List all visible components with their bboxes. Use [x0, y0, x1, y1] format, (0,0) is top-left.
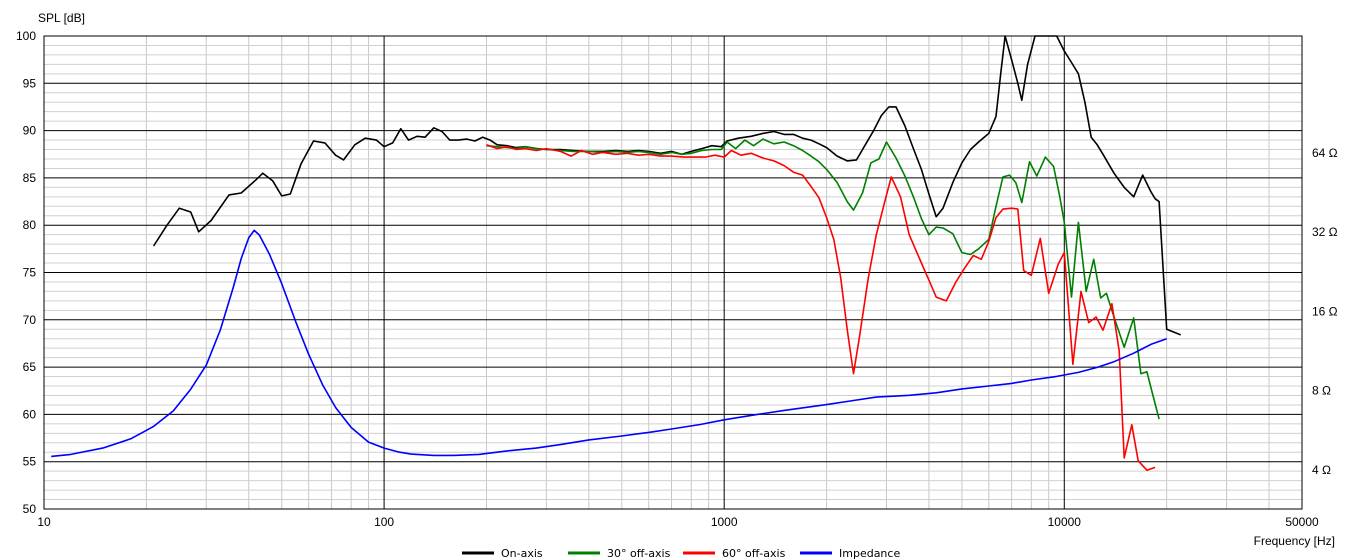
y-tick-label: 95 — [23, 76, 37, 90]
x-tick-label: 100 — [374, 515, 394, 529]
ticks-layer: 50 55 60 65 70 75 80 85 90 95 100 10 100 1000 10000 500… — [16, 29, 1338, 529]
y-tick-label: 55 — [23, 455, 37, 469]
impedance-tick-label: 64 Ω — [1312, 146, 1338, 160]
impedance-tick-label: 4 Ω — [1312, 463, 1331, 477]
x-axis-label: Frequency [Hz] — [1254, 534, 1335, 548]
series-line-1 — [486, 138, 1160, 420]
y-axis-label: SPL [dB] — [38, 11, 85, 25]
y-tick-label: 85 — [23, 171, 37, 185]
legend-label: Impedance — [839, 547, 900, 560]
impedance-tick-label: 16 Ω — [1312, 304, 1338, 318]
y-tick-label: 80 — [23, 218, 37, 232]
x-tick-label: 10000 — [1048, 515, 1082, 529]
series-line-2 — [486, 144, 1156, 472]
x-tick-label: 50000 — [1285, 515, 1319, 529]
impedance-tick-label: 32 Ω — [1312, 225, 1338, 239]
y-tick-label: 100 — [16, 29, 36, 43]
plot-frame — [43, 35, 1303, 510]
y-tick-label: 50 — [23, 502, 37, 516]
y-tick-label: 90 — [23, 124, 37, 138]
y-tick-label: 70 — [23, 313, 37, 327]
x-tick-label: 10 — [37, 515, 51, 529]
legend: On-axis 30° off-axis 60° off-axis Impedance — [462, 547, 900, 560]
series-line-3 — [51, 229, 1167, 458]
y-tick-label: 60 — [23, 407, 37, 421]
legend-label: 60° off-axis — [722, 547, 786, 560]
y-tick-label: 75 — [23, 266, 37, 280]
legend-label: On-axis — [501, 547, 543, 560]
y-tick-label: 65 — [23, 360, 37, 374]
x-tick-label: 1000 — [711, 515, 738, 529]
impedance-tick-label: 8 Ω — [1312, 384, 1331, 398]
legend-label: 30° off-axis — [607, 547, 671, 560]
